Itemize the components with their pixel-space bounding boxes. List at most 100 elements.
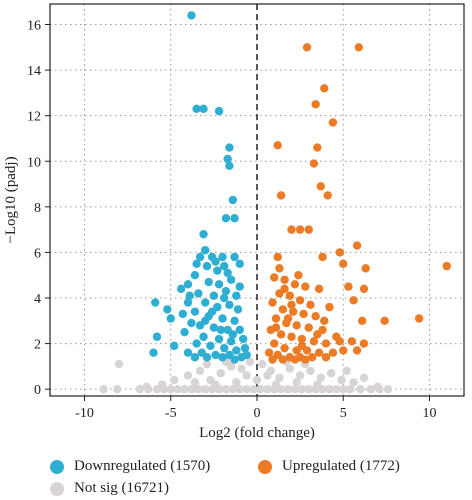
not-sig-point [173, 384, 182, 394]
upregulated-point [285, 291, 294, 300]
downregulated-point [230, 252, 239, 262]
downregulated-point [220, 261, 229, 271]
not-sig-point [275, 373, 284, 382]
legend-item-not-sig: Not sig (16721) [50, 480, 169, 497]
not-sig-point [304, 384, 313, 394]
upregulated-point [352, 346, 362, 355]
upregulated-point [306, 300, 315, 310]
not-sig-point [157, 380, 167, 389]
downregulated-point [202, 353, 212, 362]
downregulated-point [230, 355, 239, 364]
downregulated-swatch [50, 459, 64, 474]
upregulated-point [314, 284, 324, 294]
downregulated-point [218, 353, 227, 362]
upregulated-point [335, 337, 344, 346]
upregulated-point [321, 353, 331, 362]
y-tick-label: 10 [27, 155, 41, 170]
upregulated-point [270, 339, 279, 348]
downregulated-point [214, 334, 224, 344]
upregulated-point [304, 225, 313, 234]
not-sig-point [345, 384, 355, 394]
legend: Downregulated (1570) Upregulated (1772) … [0, 448, 472, 500]
not-sig-point [383, 384, 393, 394]
y-tick-label: 8 [34, 201, 41, 216]
upregulated-point [280, 284, 289, 294]
downregulated-point [214, 280, 224, 289]
upregulated-point [297, 334, 307, 344]
upregulated-point [270, 273, 279, 282]
upregulated-point [414, 314, 424, 323]
upregulated-point [358, 316, 367, 325]
not-sig-point [228, 384, 238, 394]
downregulated-point [230, 316, 239, 325]
not-sig-point [180, 384, 189, 394]
not-sig-point [245, 357, 255, 367]
downregulated-point [206, 341, 215, 351]
not-sig-point [237, 364, 246, 373]
downregulated-point [220, 293, 229, 303]
downregulated-point [211, 350, 220, 360]
upregulated-point [280, 343, 289, 353]
downregulated-point [209, 323, 219, 332]
downregulated-point [223, 268, 232, 278]
not-sig-point [194, 384, 203, 394]
upregulated-point [273, 141, 282, 150]
legend-label-not-sig: Not sig (16721) [74, 480, 169, 496]
upregulated-point [318, 252, 327, 262]
upregulated-point [335, 248, 344, 257]
upregulated-point [295, 296, 305, 305]
upregulated-point [359, 284, 369, 294]
downregulated-point [213, 266, 222, 275]
upregulated-point [287, 300, 296, 310]
not-sig-point [271, 380, 281, 389]
data-points [99, 11, 451, 394]
upregulated-point [278, 305, 288, 314]
upregulated-point [290, 355, 300, 364]
upregulated-point [278, 355, 288, 364]
not-sig-point [221, 384, 231, 394]
x-axis-title: Log2 (fold change) [199, 425, 315, 441]
downregulated-point [187, 318, 196, 328]
upregulated-point [264, 348, 274, 357]
downregulated-point [192, 259, 201, 269]
upregulated-point [301, 355, 310, 364]
upregulated-point [308, 353, 317, 362]
upregulated-point [321, 339, 331, 348]
downregulated-point [235, 282, 244, 291]
upregulated-point [361, 264, 370, 273]
y-tick-label: 16 [27, 19, 41, 34]
x-tick-label: 10 [423, 406, 437, 421]
downregulated-point [166, 314, 175, 323]
not-sig-point [290, 384, 300, 394]
not-sig-point [295, 371, 305, 380]
upregulated-point [313, 143, 322, 152]
downregulated-point [190, 271, 200, 280]
downregulated-point [235, 259, 244, 269]
not-sig-point [166, 384, 175, 394]
upregulated-point [297, 341, 307, 351]
upregulated-point [268, 355, 277, 364]
upregulated-point [314, 348, 324, 357]
legend-item-upregulated: Upregulated (1772) [258, 458, 400, 475]
not-sig-point [337, 375, 346, 385]
downregulated-point [230, 214, 239, 223]
x-tick-label: -10 [75, 406, 94, 421]
not-sig-point [242, 384, 251, 394]
upregulated-point [316, 182, 326, 191]
downregulated-point [192, 104, 201, 114]
not-sig-point [285, 364, 294, 373]
not-sig-point [142, 382, 151, 392]
upregulated-point [276, 191, 286, 200]
upregulated-point [271, 323, 281, 332]
downregulated-point [209, 291, 219, 300]
not-sig-point [306, 366, 315, 376]
not-sig-point [332, 384, 341, 394]
legend-item-downregulated: Downregulated (1570) [50, 458, 210, 475]
not-sig-point [339, 384, 348, 394]
upregulated-point [442, 261, 451, 271]
downregulated-point [220, 343, 229, 353]
downregulated-point [204, 277, 213, 287]
not-sig-point [187, 384, 196, 394]
upregulated-point [283, 314, 293, 323]
upregulated-point [359, 339, 369, 348]
